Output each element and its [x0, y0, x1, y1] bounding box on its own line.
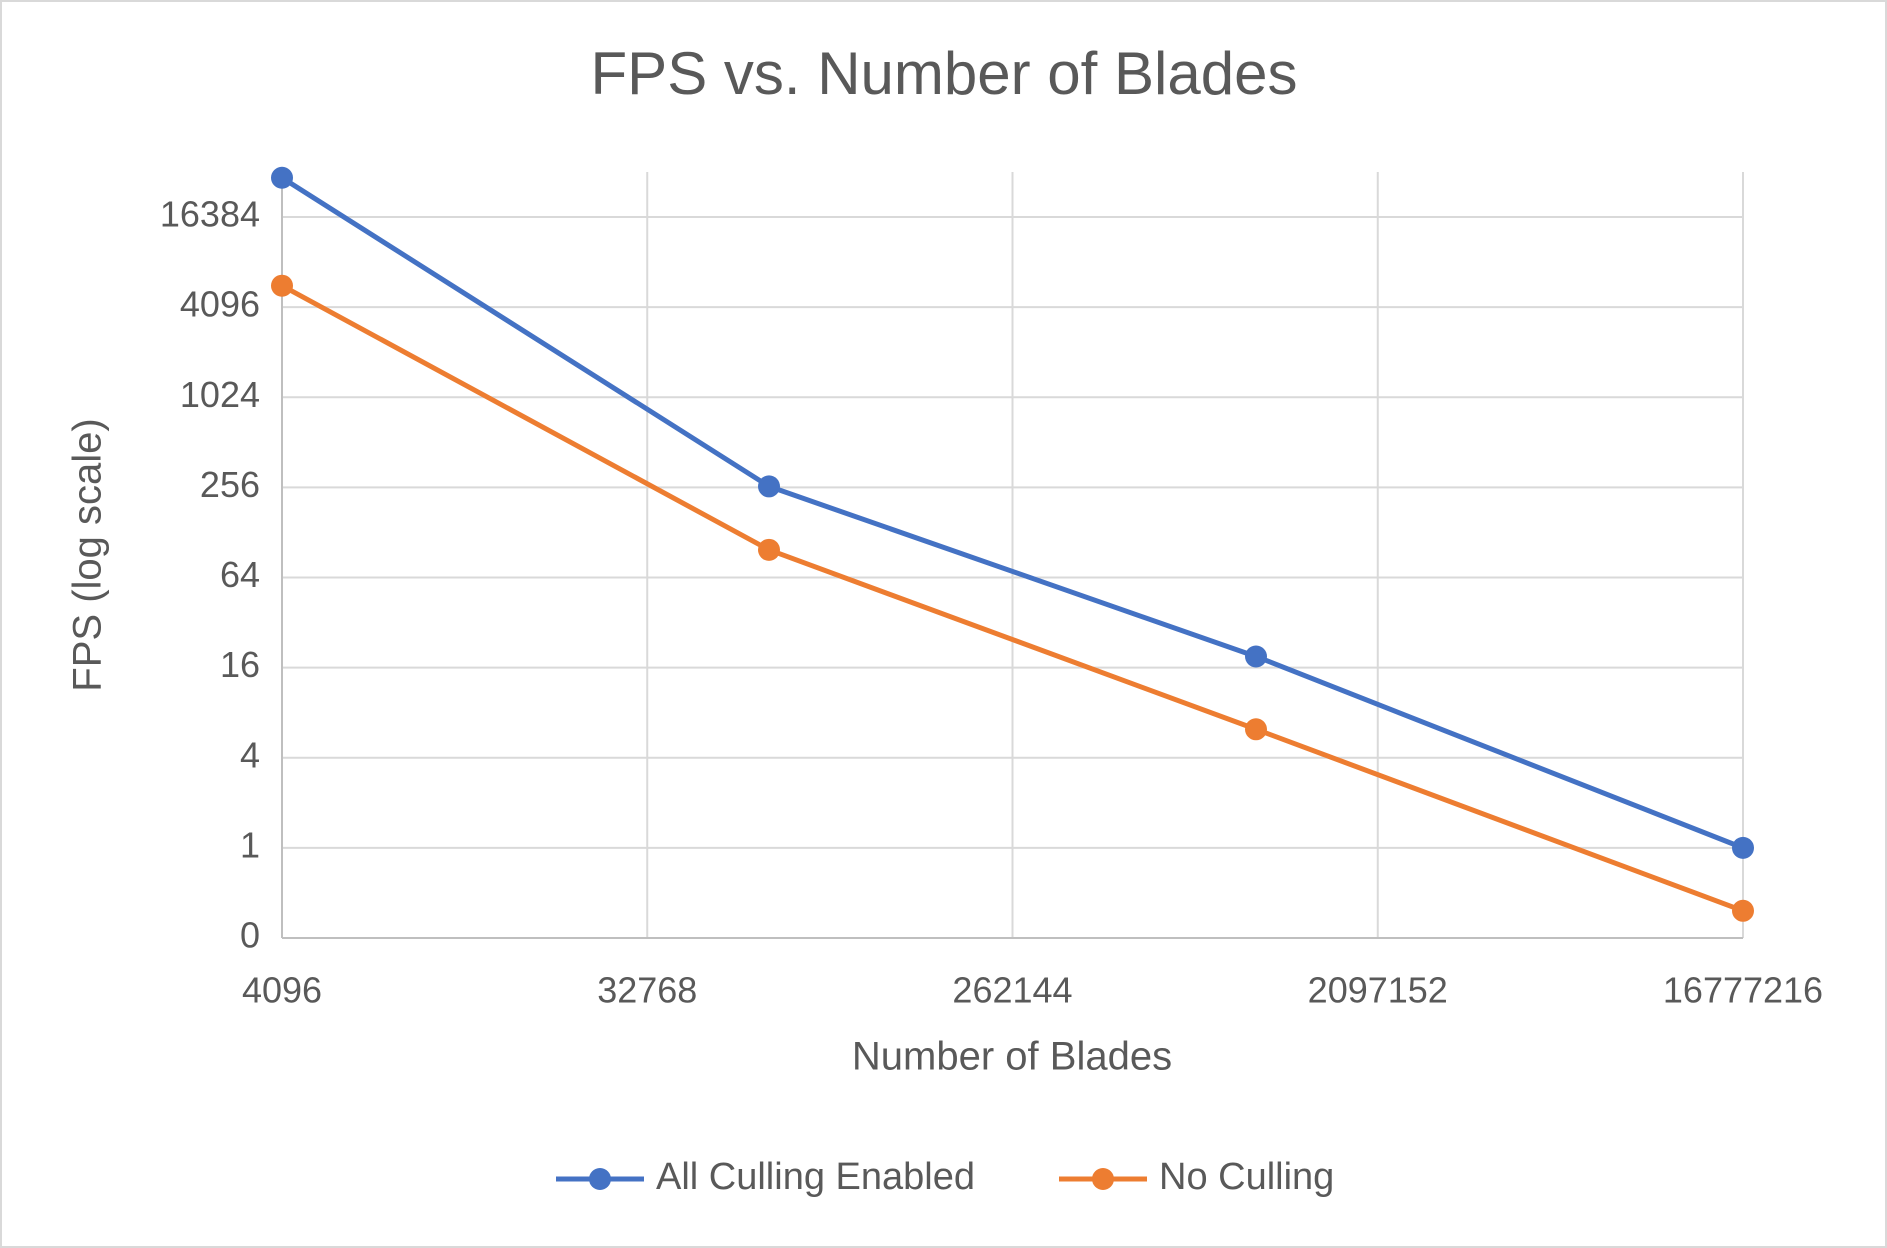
y-tick-label: 1024 [180, 374, 260, 415]
x-axis-title: Number of Blades [852, 1035, 1172, 1079]
data-point [271, 274, 293, 297]
data-point [271, 166, 293, 189]
legend-label: No Culling [1159, 1156, 1334, 1198]
y-tick-label: 16 [220, 644, 260, 685]
x-tick-label: 262144 [952, 970, 1072, 1011]
y-tick-label: 0 [240, 915, 260, 956]
x-tick-label: 16777216 [1663, 970, 1823, 1011]
y-tick-label: 256 [200, 464, 260, 505]
x-tick-label: 4096 [242, 970, 322, 1011]
data-point [1732, 836, 1754, 859]
y-tick-label: 4 [240, 734, 260, 775]
y-tick-label: 16384 [160, 194, 260, 235]
data-point [1245, 645, 1267, 668]
y-axis-title: FPS (log scale) [66, 418, 110, 691]
data-point [758, 538, 780, 561]
legend-marker [589, 1168, 611, 1190]
data-point [1732, 899, 1754, 922]
x-tick-label: 2097152 [1308, 970, 1448, 1011]
legend-marker [1092, 1168, 1114, 1190]
data-point [758, 475, 780, 498]
y-tick-label: 1 [240, 824, 260, 865]
legend-label: All Culling Enabled [656, 1156, 975, 1198]
y-tick-label: 4096 [180, 284, 260, 325]
y-tick-label: 64 [220, 554, 260, 595]
x-tick-label: 32768 [597, 970, 697, 1011]
chart-title: FPS vs. Number of Blades [591, 40, 1298, 107]
series-line [280, 283, 1744, 914]
data-point [1245, 718, 1267, 741]
series-line [280, 175, 1744, 851]
